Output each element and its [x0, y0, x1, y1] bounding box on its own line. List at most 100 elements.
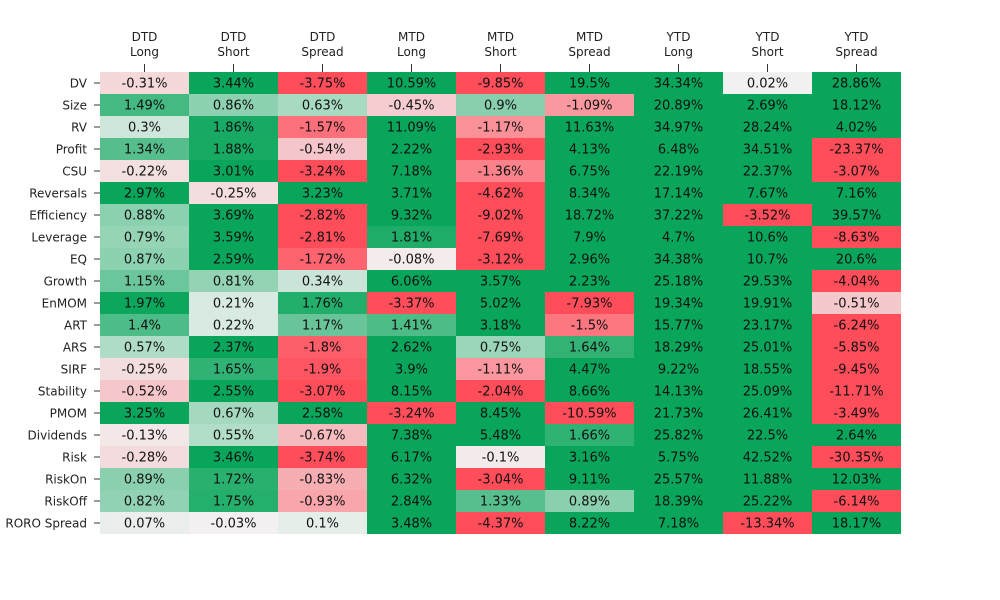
- heatmap-cell-fill: [456, 468, 545, 490]
- heatmap-cell-fill: [456, 314, 545, 336]
- heatmap-cell-value: 11.88%: [743, 473, 793, 488]
- heatmap-cell-value: 3.59%: [213, 231, 254, 246]
- heatmap-cell-value: 25.22%: [743, 495, 793, 510]
- heatmap-cell-fill: [812, 270, 901, 292]
- heatmap-cell: 34.34%: [634, 72, 723, 94]
- heatmap-cell-value: 0.81%: [213, 275, 254, 290]
- heatmap-cell: 25.18%: [634, 270, 723, 292]
- heatmap-cell: 2.23%: [545, 270, 634, 292]
- heatmap-cell-fill: [278, 138, 367, 160]
- heatmap-cell: 20.6%: [812, 248, 901, 270]
- heatmap-cell: -7.93%: [545, 292, 634, 314]
- heatmap-cell: 25.57%: [634, 468, 723, 490]
- heatmap-cell: -7.69%: [456, 226, 545, 248]
- heatmap-cell: 6.06%: [367, 270, 456, 292]
- heatmap-cell: 4.7%: [634, 226, 723, 248]
- heatmap-cell-value: -2.81%: [300, 231, 346, 246]
- heatmap-cell-fill: [100, 248, 189, 270]
- heatmap-cell-fill: [634, 446, 723, 468]
- heatmap-cell-fill: [634, 402, 723, 424]
- heatmap-cell: 8.15%: [367, 380, 456, 402]
- heatmap-cell: 1.33%: [456, 490, 545, 512]
- heatmap-cell: 26.41%: [723, 402, 812, 424]
- heatmap-cell: 5.48%: [456, 424, 545, 446]
- heatmap-cell: 3.01%: [189, 160, 278, 182]
- heatmap-cell: 0.21%: [189, 292, 278, 314]
- heatmap-cell-fill: [189, 424, 278, 446]
- heatmap-cell-fill: [456, 446, 545, 468]
- heatmap-cell-fill: [367, 160, 456, 182]
- heatmap-cell: 34.51%: [723, 138, 812, 160]
- heatmap-cell-fill: [545, 512, 634, 534]
- heatmap-cell: 1.97%: [100, 292, 189, 314]
- heatmap-cell-value: 19.91%: [743, 297, 793, 312]
- heatmap-cell-fill: [189, 160, 278, 182]
- heatmap-cell-value: 0.07%: [124, 517, 165, 532]
- heatmap-cell-value: -3.07%: [834, 165, 880, 180]
- heatmap-cell-fill: [812, 424, 901, 446]
- heatmap-cell: 3.71%: [367, 182, 456, 204]
- heatmap-cell: 0.75%: [456, 336, 545, 358]
- heatmap-cell: 23.17%: [723, 314, 812, 336]
- heatmap-cell-value: -0.22%: [122, 165, 168, 180]
- heatmap-cell-fill: [189, 446, 278, 468]
- heatmap-cell-value: 2.58%: [302, 407, 343, 422]
- heatmap-cell: -0.13%: [100, 424, 189, 446]
- heatmap-cell: 2.62%: [367, 336, 456, 358]
- heatmap-cell-value: -10.59%: [562, 407, 616, 422]
- heatmap-cell-fill: [545, 182, 634, 204]
- heatmap-cell-value: 0.21%: [213, 297, 254, 312]
- heatmap-cell-value: 1.66%: [569, 429, 610, 444]
- heatmap-cell-fill: [812, 138, 901, 160]
- heatmap-cell-value: -3.24%: [300, 165, 346, 180]
- heatmap-cell-fill: [456, 204, 545, 226]
- heatmap-cell-fill: [189, 248, 278, 270]
- heatmap-cell: 0.22%: [189, 314, 278, 336]
- heatmap-cell: -3.75%: [278, 72, 367, 94]
- heatmap-cell-value: -0.1%: [482, 451, 520, 466]
- heatmap-cell-fill: [100, 72, 189, 94]
- heatmap-cell-value: -3.24%: [389, 407, 435, 422]
- heatmap-cell-fill: [367, 116, 456, 138]
- heatmap-cell-value: -1.5%: [571, 319, 609, 334]
- heatmap-cell: -3.04%: [456, 468, 545, 490]
- heatmap-cell: -3.52%: [723, 204, 812, 226]
- heatmap-cell: 5.75%: [634, 446, 723, 468]
- heatmap-cell-value: 4.47%: [569, 363, 610, 378]
- heatmap-cell-fill: [278, 226, 367, 248]
- heatmap-cell-value: -3.04%: [478, 473, 524, 488]
- heatmap-cell-value: 4.7%: [662, 231, 695, 246]
- heatmap-cell-fill: [278, 380, 367, 402]
- heatmap-cell-value: 3.71%: [391, 187, 432, 202]
- heatmap-cell-value: -3.37%: [389, 297, 435, 312]
- heatmap-cell-value: 3.25%: [124, 407, 165, 422]
- heatmap-cell: 20.89%: [634, 94, 723, 116]
- heatmap-cell: 18.55%: [723, 358, 812, 380]
- heatmap-cell-fill: [100, 446, 189, 468]
- heatmap-cell-value: -6.24%: [834, 319, 880, 334]
- heatmap-cell-value: 10.59%: [387, 77, 437, 92]
- heatmap-cell-fill: [100, 292, 189, 314]
- heatmap-cell-fill: [634, 380, 723, 402]
- heatmap-cell-value: -30.35%: [829, 451, 883, 466]
- heatmap-cell-value: 5.48%: [480, 429, 521, 444]
- heatmap-cell-fill: [723, 72, 812, 94]
- heatmap-cell: -1.72%: [278, 248, 367, 270]
- heatmap-cell-fill: [545, 116, 634, 138]
- heatmap-cell-fill: [634, 204, 723, 226]
- heatmap-cell: 39.57%: [812, 204, 901, 226]
- heatmap-cell: 0.86%: [189, 94, 278, 116]
- heatmap-cell-value: 9.11%: [569, 473, 610, 488]
- heatmap-cell: 7.16%: [812, 182, 901, 204]
- heatmap-cell-value: 0.22%: [213, 319, 254, 334]
- heatmap-cell-fill: [189, 116, 278, 138]
- heatmap-cell-value: 7.18%: [391, 165, 432, 180]
- heatmap-cell-fill: [634, 226, 723, 248]
- heatmap-cell: -1.09%: [545, 94, 634, 116]
- heatmap-cell-fill: [545, 270, 634, 292]
- heatmap-cell-value: 4.13%: [569, 143, 610, 158]
- heatmap-cell-fill: [278, 512, 367, 534]
- heatmap-cell: 28.24%: [723, 116, 812, 138]
- row-label: RiskOff: [44, 495, 87, 509]
- row-label: SIRF: [61, 363, 87, 377]
